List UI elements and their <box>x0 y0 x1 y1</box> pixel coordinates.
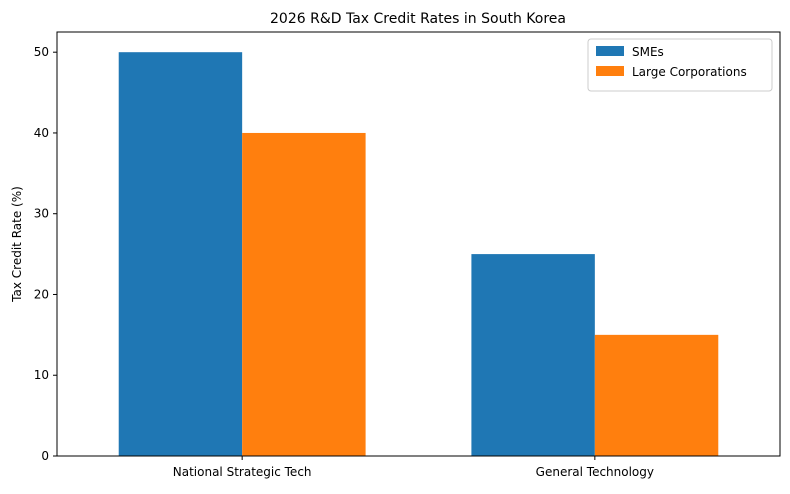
y-tick-label: 40 <box>34 126 49 140</box>
plot-frame <box>56 31 781 457</box>
bar-large-corporations-1 <box>594 334 719 456</box>
y-tick-label: 10 <box>34 368 49 382</box>
x-tick-label: National Strategic Tech <box>173 465 312 479</box>
bar-smes-1 <box>471 254 595 456</box>
legend-box <box>587 38 773 92</box>
legend: SMEs Large Corporations <box>587 38 773 92</box>
y-tick-label: 50 <box>34 45 49 59</box>
y-axis-label: Tax Credit Rate (%) <box>10 186 24 303</box>
legend-swatch <box>596 66 624 76</box>
legend-label: SMEs <box>632 45 664 59</box>
x-tick-label: General Technology <box>536 465 654 479</box>
y-tick-label: 0 <box>41 449 49 463</box>
y-tick-label: 30 <box>34 207 49 221</box>
legend-swatch <box>596 46 624 56</box>
bar-smes-0 <box>118 52 243 456</box>
y-tick-label: 20 <box>34 287 49 301</box>
legend-label: Large Corporations <box>632 65 747 79</box>
chart-title: 2026 R&D Tax Credit Rates in South Korea <box>270 11 566 27</box>
bar-large-corporations-0 <box>242 132 366 456</box>
